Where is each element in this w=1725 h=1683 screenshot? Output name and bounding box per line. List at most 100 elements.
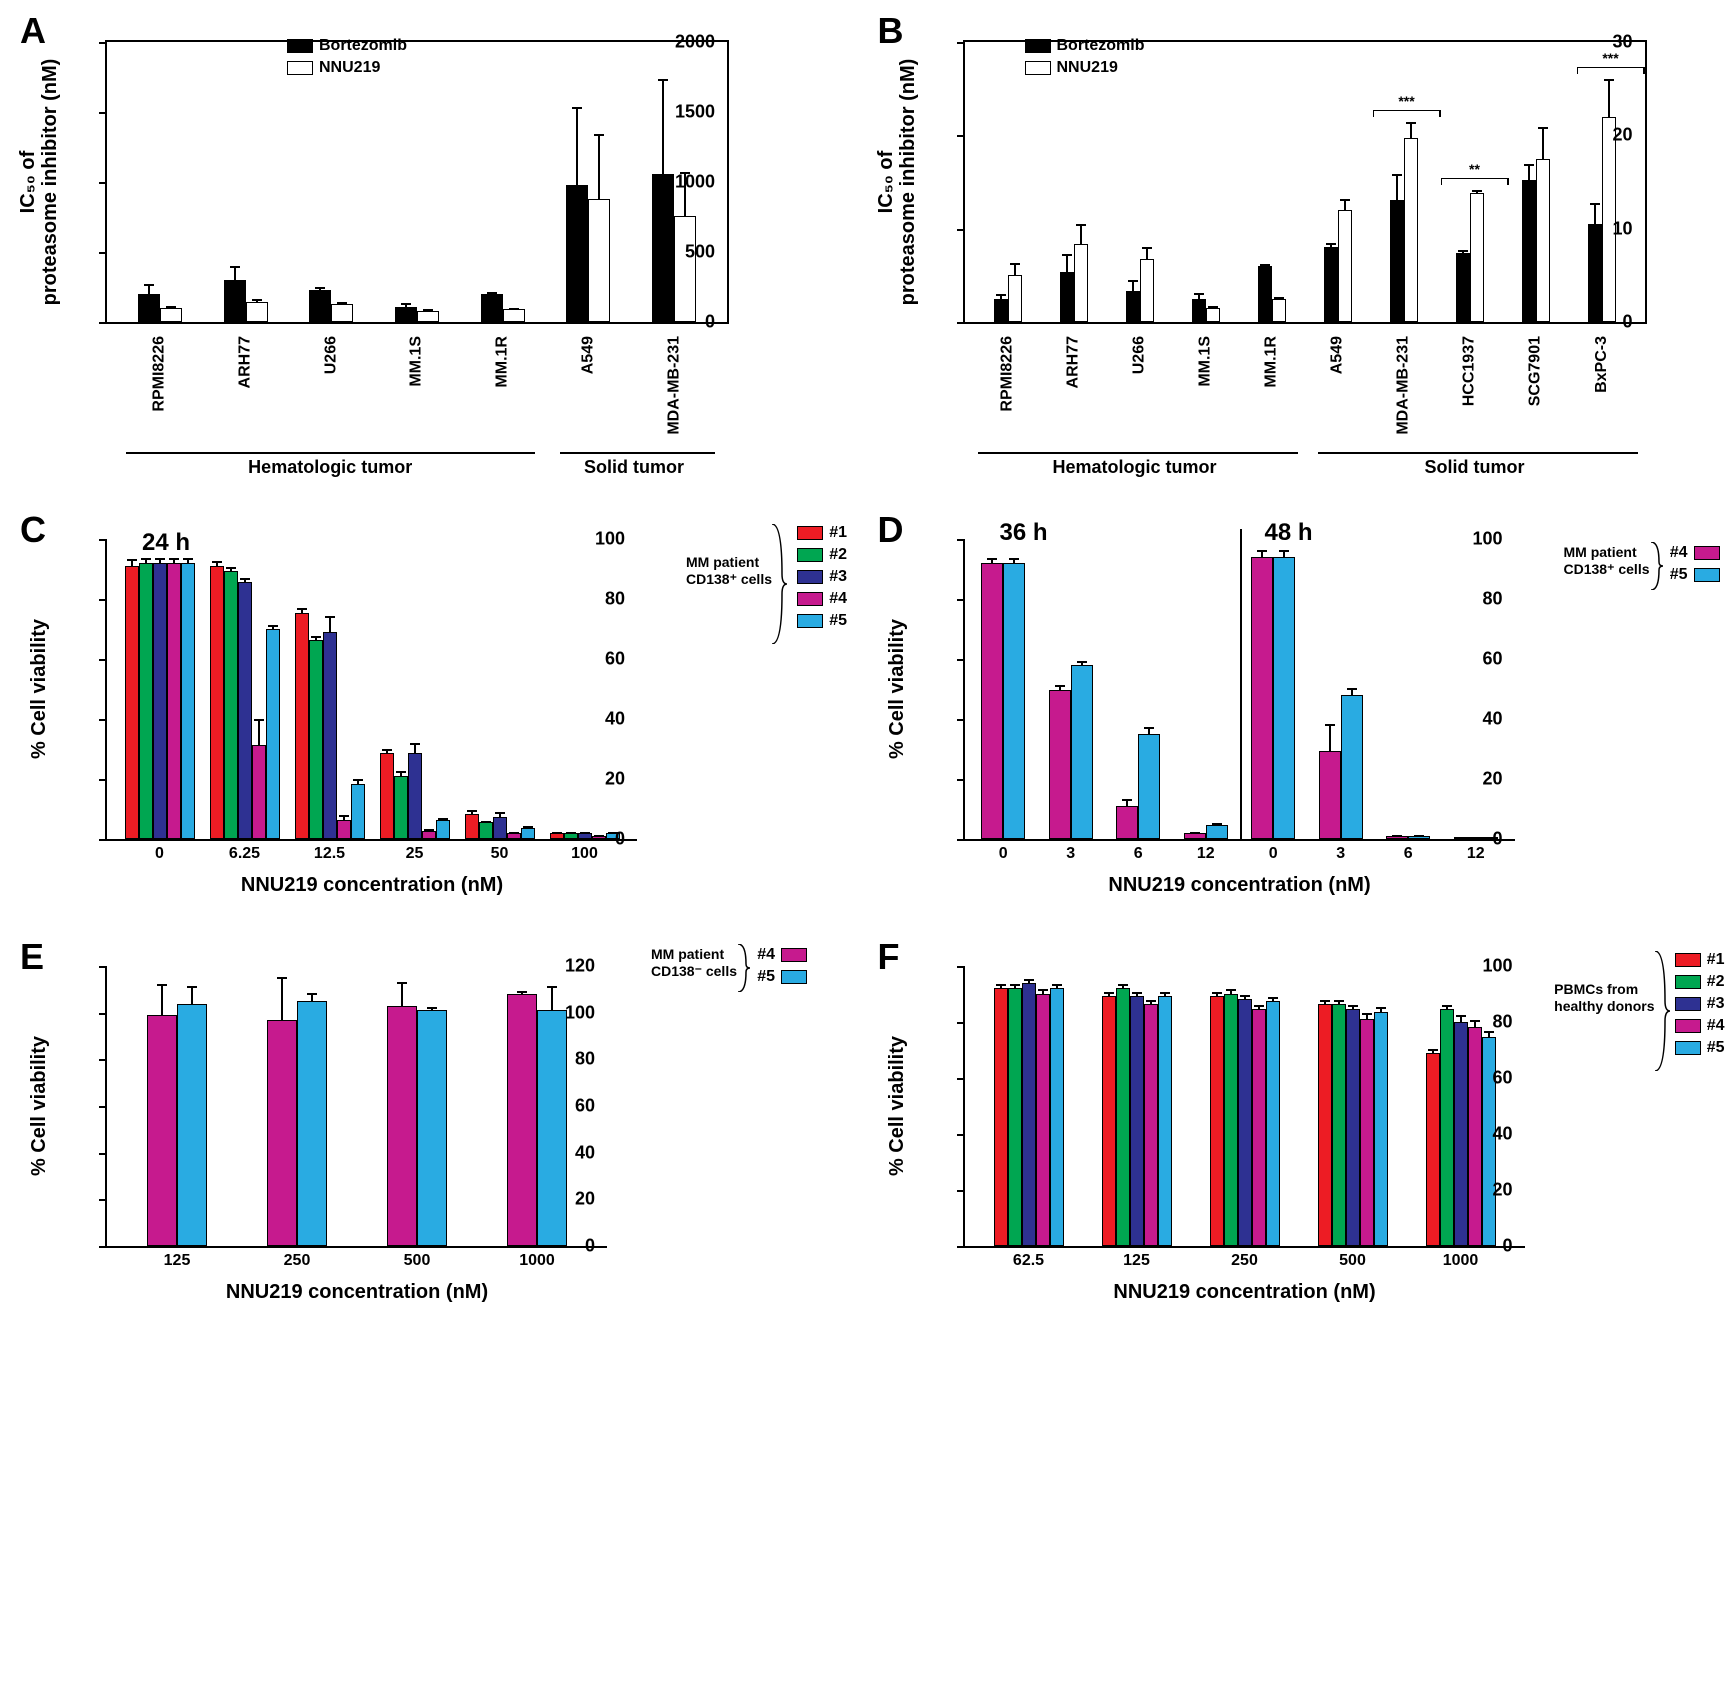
- x-tick-label: 500: [404, 1252, 431, 1270]
- error-bar: [401, 982, 403, 1007]
- x-tick-label: ARH77: [237, 336, 255, 388]
- error-bar: [1042, 989, 1044, 994]
- bar: [1144, 1004, 1158, 1246]
- chart-f: % Cell viability #1#2#3#4#5 PBMCs fromhe…: [963, 966, 1525, 1248]
- bar: [1158, 996, 1172, 1246]
- legend-item: #5: [1675, 1039, 1725, 1057]
- y-tick: [99, 1106, 107, 1108]
- bar-group: 500: [1299, 966, 1407, 1246]
- sig-bracket: [1441, 178, 1509, 185]
- error-bar: [1594, 203, 1596, 225]
- error-bar: [258, 719, 260, 747]
- error-bar: [1132, 280, 1134, 292]
- error-bar: [161, 984, 163, 1016]
- bar: [266, 629, 280, 839]
- error-bar: [1261, 550, 1263, 558]
- y-tick: [957, 1022, 965, 1024]
- bar: [1408, 836, 1430, 839]
- bar: [1003, 563, 1025, 839]
- y-tick: [99, 539, 107, 541]
- x-tick-label: SCG7901: [1527, 336, 1545, 406]
- y-tick-label: 1500: [675, 102, 715, 123]
- ylabel-a: IC₅₀ of proteasome inhibitor (nM): [17, 59, 61, 306]
- error-bar: [148, 284, 150, 295]
- error-bar: [1338, 1000, 1340, 1005]
- bar: [507, 833, 521, 839]
- y-tick-label: 1000: [675, 172, 715, 193]
- legend-swatch: [1675, 975, 1701, 989]
- bar: [1338, 210, 1352, 322]
- error-bar: [216, 561, 218, 567]
- legend-e: #4#5: [757, 946, 807, 986]
- error-bar: [1216, 992, 1218, 997]
- bar: [1468, 1027, 1482, 1246]
- bar: [1258, 266, 1272, 322]
- legend-swatch: [781, 948, 807, 962]
- error-bar: [427, 309, 429, 312]
- legend-label: #1: [829, 524, 847, 542]
- legend-c: #1#2#3#4#5: [797, 524, 847, 630]
- error-bar: [173, 558, 175, 564]
- y-tick-label: 100: [1482, 956, 1512, 977]
- legend-label: #5: [829, 612, 847, 630]
- bars-c: 06.2512.52550100: [107, 539, 637, 839]
- bar: [1456, 253, 1470, 322]
- error-bar: [357, 779, 359, 785]
- error-bar: [1351, 688, 1353, 696]
- legend-item: #5: [1670, 566, 1720, 584]
- error-bar: [234, 266, 236, 281]
- bar: [507, 994, 537, 1246]
- bar-group: 250: [237, 966, 357, 1246]
- y-tick-label: 20: [605, 769, 625, 790]
- bars-a: RPMI8226ARH77U266MM.1SMM.1RA549MDA-MB-23…: [107, 42, 727, 322]
- x-tick-label: 6: [1134, 845, 1143, 863]
- error-bar: [1080, 224, 1082, 245]
- bar: [1273, 557, 1295, 839]
- error-bar: [584, 832, 586, 835]
- bar-group: U266: [288, 42, 374, 322]
- sig-text: ***: [1602, 50, 1618, 66]
- error-bar: [527, 826, 529, 829]
- panel-letter-f: F: [878, 936, 900, 978]
- bar: [674, 216, 696, 322]
- y-tick: [99, 1199, 107, 1201]
- error-bar: [1410, 122, 1412, 139]
- legend-f: #1#2#3#4#5: [1675, 951, 1725, 1057]
- bar: [1360, 1019, 1374, 1246]
- bar: [238, 582, 252, 839]
- x-tick-label: 0: [155, 845, 164, 863]
- error-bar: [1230, 989, 1232, 994]
- error-bar: [1126, 799, 1128, 807]
- y-tick: [99, 719, 107, 721]
- bar: [267, 1020, 297, 1246]
- ylabel-b: IC₅₀ of proteasome inhibitor (nM): [875, 59, 919, 306]
- error-bar: [570, 832, 572, 835]
- legend-item: #2: [797, 546, 847, 564]
- bar: [994, 299, 1008, 322]
- bar-group: 12: [1442, 539, 1510, 839]
- bar: [981, 563, 1003, 839]
- bar-group: 3: [1037, 539, 1105, 839]
- bar: [1184, 833, 1206, 839]
- error-bar: [513, 308, 515, 310]
- error-bar: [1194, 832, 1196, 835]
- error-bar: [191, 986, 193, 1004]
- error-bar: [1329, 724, 1331, 752]
- error-bar: [1608, 79, 1610, 117]
- y-tick: [99, 322, 107, 324]
- error-bar: [131, 559, 133, 567]
- bar: [1332, 1004, 1346, 1246]
- y-tick-label: 0: [1502, 1236, 1512, 1257]
- bar: [139, 563, 153, 839]
- ylabel-d: % Cell viability: [886, 619, 908, 759]
- legend-swatch: [1694, 568, 1720, 582]
- error-bar: [513, 832, 515, 835]
- y-tick-label: 60: [1482, 649, 1502, 670]
- bar-group: 6: [1375, 539, 1443, 839]
- ylabel-f: % Cell viability: [886, 1036, 908, 1176]
- y-tick: [99, 1013, 107, 1015]
- legend-swatch: [797, 548, 823, 562]
- x-tick-label: 0: [1269, 845, 1278, 863]
- error-bar: [551, 986, 553, 1011]
- panel-letter-e: E: [20, 936, 44, 978]
